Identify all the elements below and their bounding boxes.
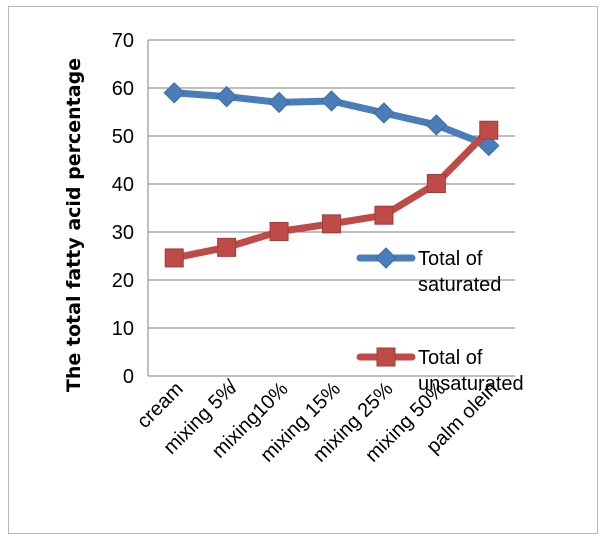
y-tick-label: 0 (123, 366, 134, 388)
data-point (164, 248, 184, 268)
y-tick-label: 70 (112, 30, 134, 52)
chart-frame (8, 6, 598, 534)
legend-label: Total of (418, 248, 483, 270)
data-point (320, 90, 343, 112)
legend-label: Total of (418, 347, 483, 369)
data-point (478, 134, 500, 157)
data-point (268, 91, 290, 114)
axes (147, 40, 515, 377)
data-point (269, 222, 289, 242)
data-point (426, 174, 446, 194)
data-point (373, 102, 395, 124)
y-tick-label: 10 (112, 318, 134, 340)
legend: Total of saturated Total of unsaturated (356, 247, 524, 395)
data-point (322, 214, 341, 234)
y-tick-label: 40 (112, 174, 134, 196)
data-point (215, 85, 238, 108)
y-tick-label: 60 (112, 78, 134, 100)
y-tick-labels: 0 10 20 30 40 50 60 70 (112, 30, 134, 388)
data-point (374, 205, 394, 225)
y-tick-label: 30 (112, 222, 134, 244)
legend-entry: Total of saturated (356, 247, 501, 296)
legend-marker (376, 347, 396, 367)
y-tick-label: 20 (112, 270, 134, 292)
legend-label: saturated (418, 274, 501, 296)
data-point (425, 114, 448, 136)
legend-entry: Total of unsaturated (356, 347, 524, 395)
y-axis-label: The total fatty acid percentage (63, 58, 85, 392)
series-saturated (163, 82, 500, 157)
data-point (479, 120, 499, 140)
data-point (163, 82, 185, 104)
data-point (217, 237, 237, 257)
legend-marker (375, 247, 397, 269)
y-tick-label: 50 (112, 126, 134, 148)
legend-label: unsaturated (418, 373, 524, 395)
gridlines (148, 39, 515, 329)
series-unsaturated (164, 120, 499, 268)
series-layer (163, 82, 500, 268)
